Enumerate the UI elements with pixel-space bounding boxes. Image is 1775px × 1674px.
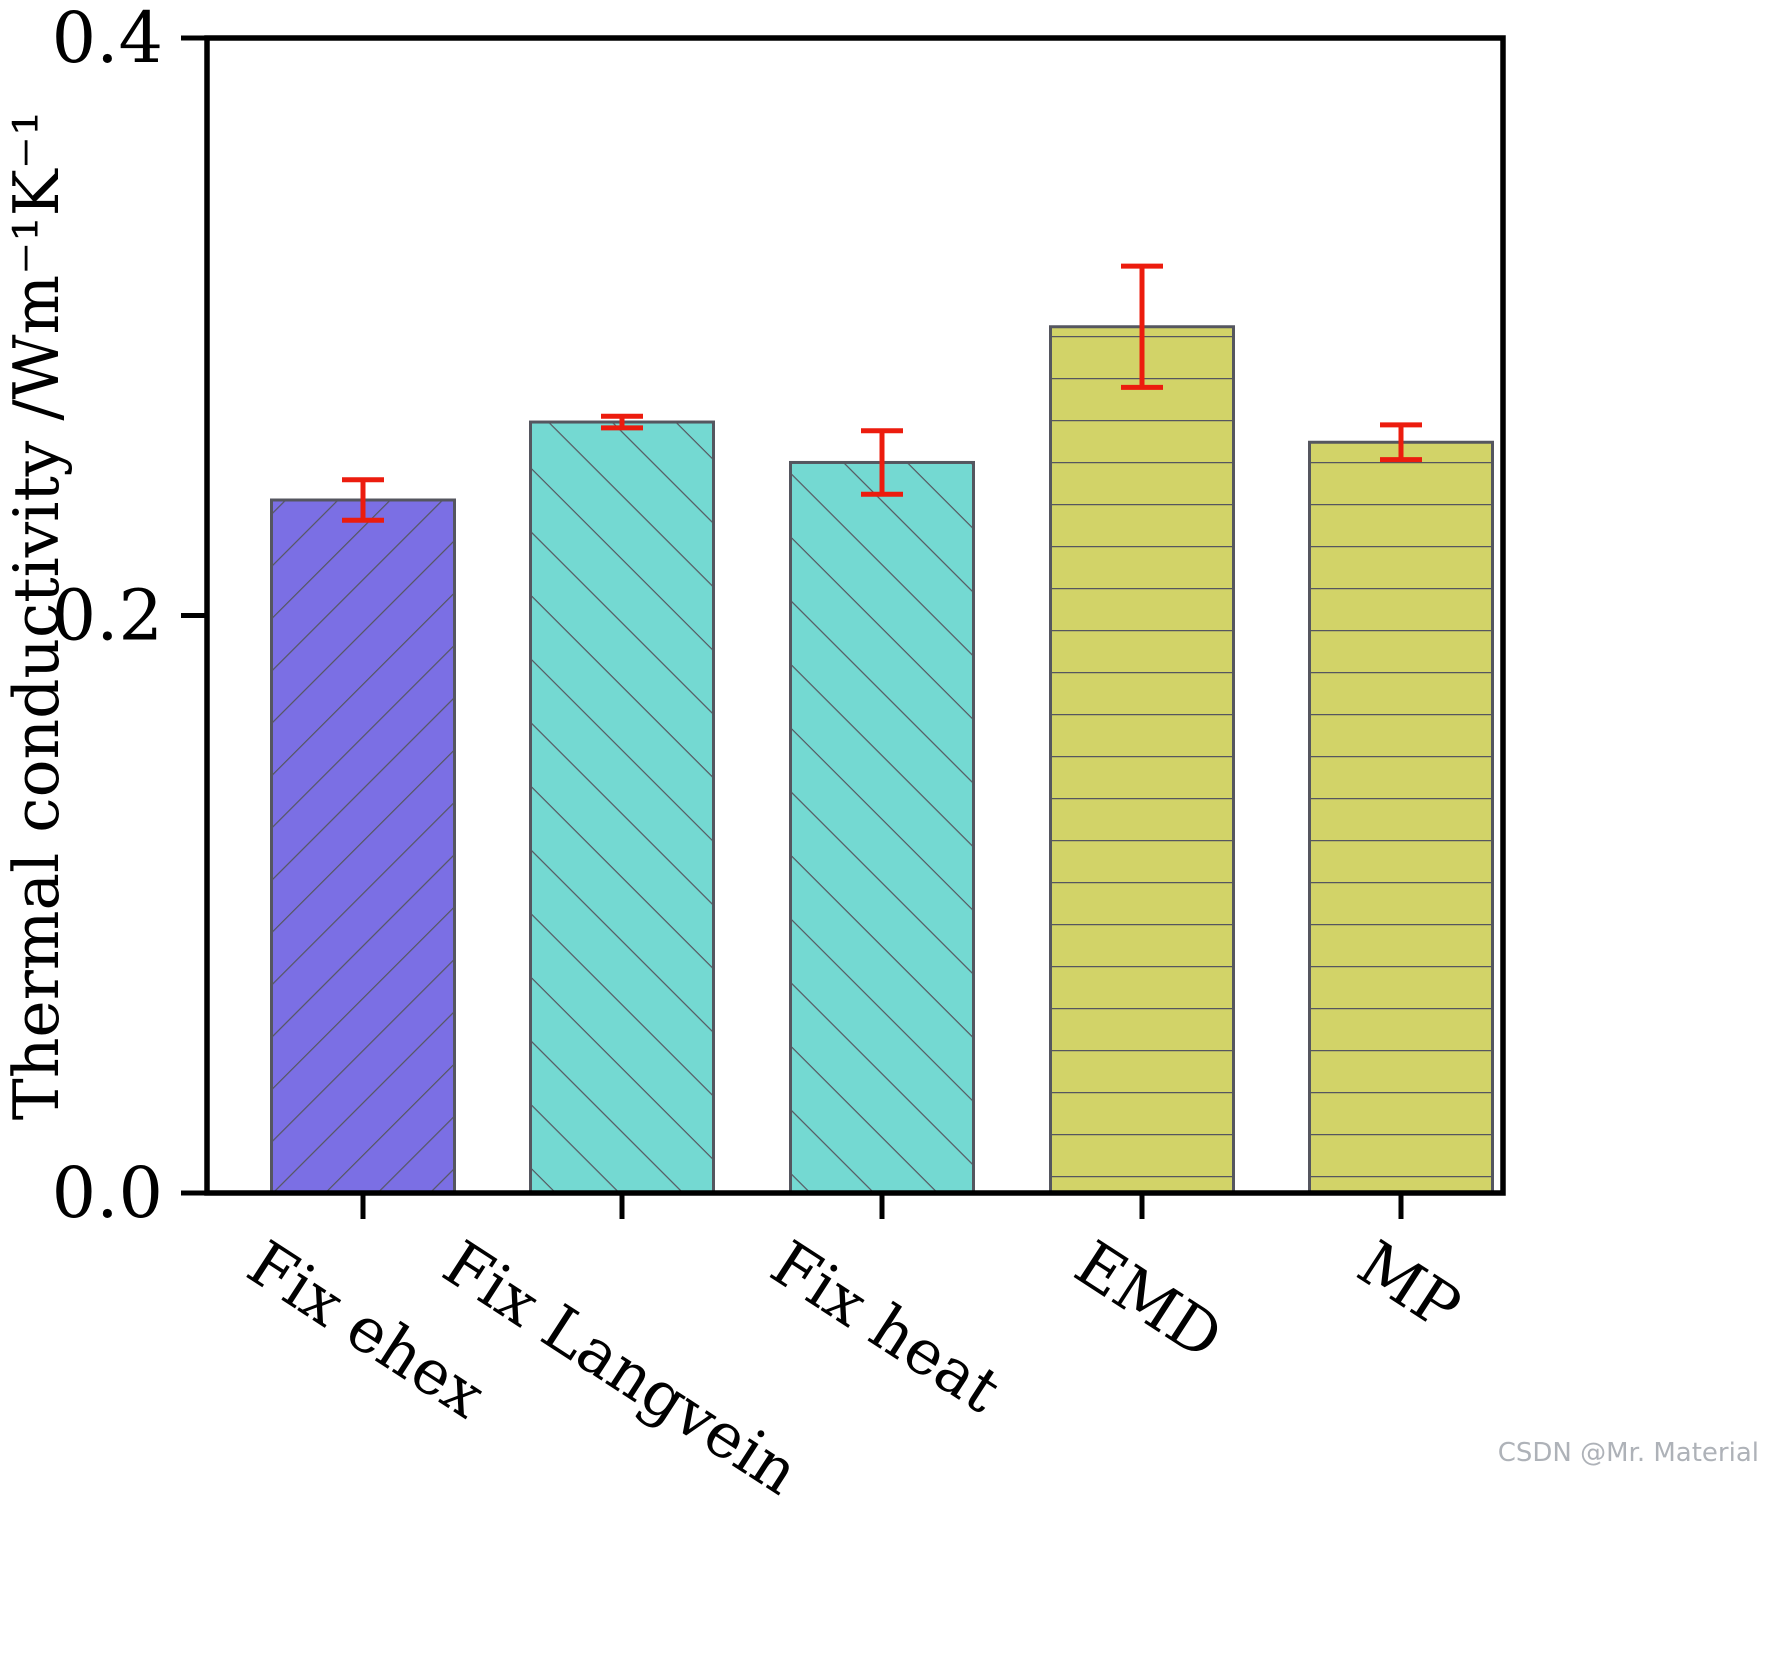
bar-fix-heat bbox=[789, 460, 975, 1195]
bar-mp bbox=[1308, 440, 1494, 1195]
error-bar-fix-ehex bbox=[342, 477, 384, 523]
error-bar-emd bbox=[1121, 263, 1163, 390]
bar-fix-ehex bbox=[270, 498, 456, 1195]
x-tick-label-emd: EMD bbox=[1063, 1226, 1236, 1374]
bar-fix-langvein bbox=[529, 420, 715, 1195]
watermark: CSDN @Mr. Material bbox=[1497, 1438, 1759, 1468]
y-axis-label: Thermal conductivity /Wm⁻¹K⁻¹ bbox=[0, 111, 73, 1120]
y-tick-label: 0.2 bbox=[52, 575, 163, 657]
x-tick-label-mp: MP bbox=[1345, 1226, 1473, 1345]
y-tick-label: 0.0 bbox=[52, 1152, 163, 1234]
y-tick-label: 0.4 bbox=[52, 0, 163, 79]
error-bar-fix-heat bbox=[861, 428, 903, 497]
error-bar-mp bbox=[1380, 422, 1422, 463]
x-tick-label-fix-heat: Fix heat bbox=[759, 1226, 1014, 1427]
error-bar-fix-langvein bbox=[601, 413, 643, 431]
bar-emd bbox=[1049, 325, 1235, 1195]
